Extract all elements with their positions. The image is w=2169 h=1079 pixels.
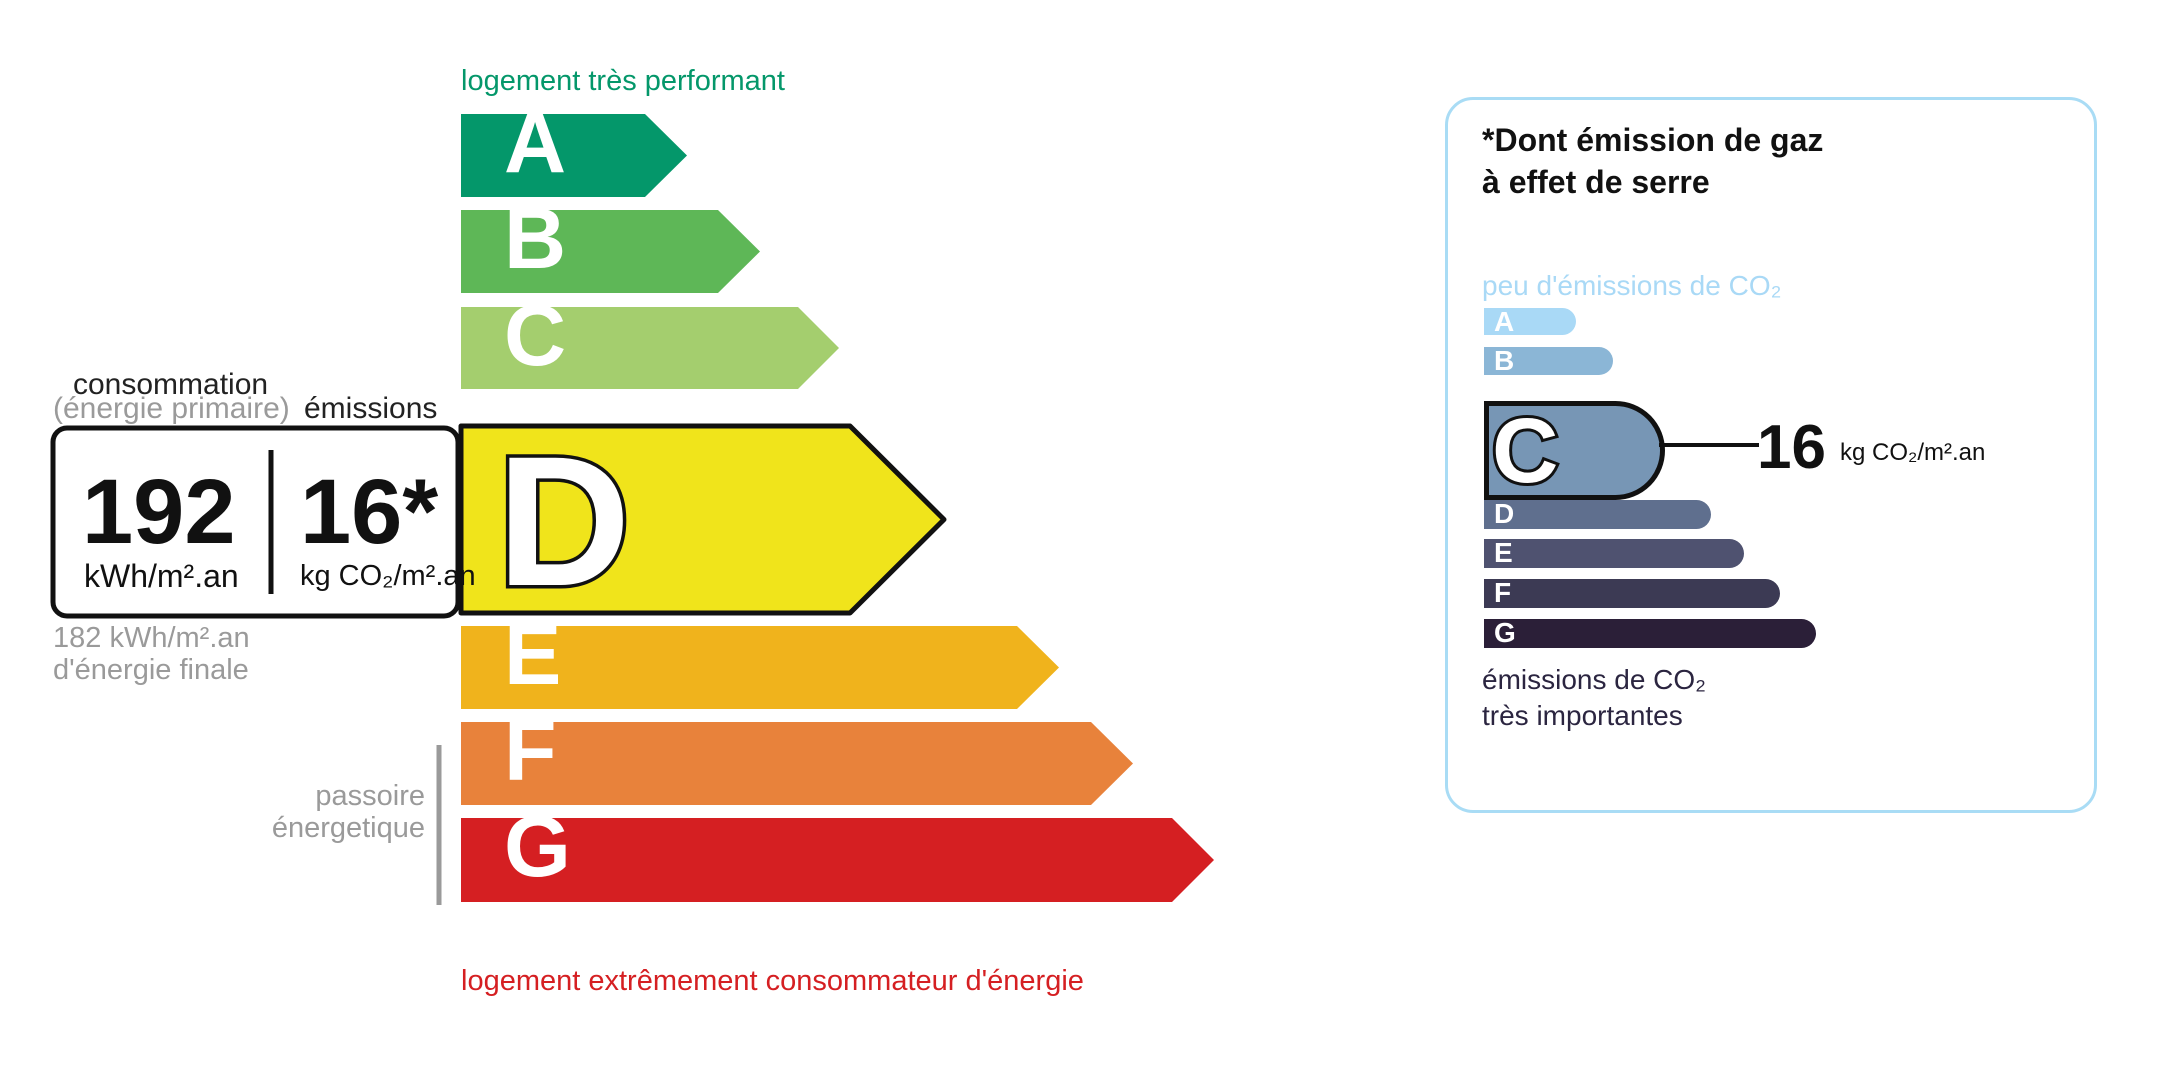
svg-text:C: C (1492, 400, 1558, 502)
